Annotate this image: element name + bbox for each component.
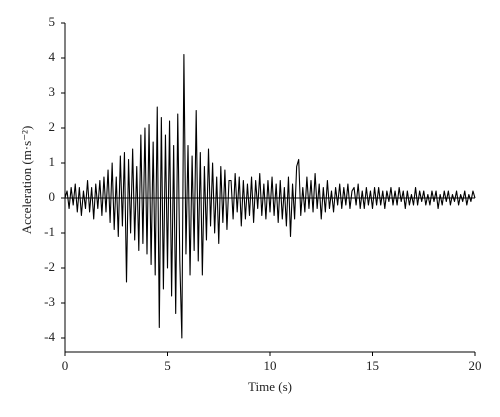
x-axis-label: Time (s): [248, 379, 292, 394]
y-tick-label: -3: [44, 294, 55, 309]
x-tick-label: 10: [264, 358, 277, 373]
y-tick-label: -4: [44, 329, 55, 344]
y-tick-label: 1: [49, 154, 56, 169]
y-tick-label: 0: [49, 189, 56, 204]
y-tick-label: 2: [49, 119, 56, 134]
y-tick-label: -1: [44, 224, 55, 239]
x-tick-label: 20: [469, 358, 482, 373]
y-tick-label: 3: [49, 84, 56, 99]
x-tick-label: 0: [62, 358, 69, 373]
x-tick-label: 5: [164, 358, 171, 373]
y-tick-label: -2: [44, 259, 55, 274]
y-tick-label: 5: [49, 14, 56, 29]
y-tick-label: 4: [49, 49, 56, 64]
y-axis-label: Acceleration (m·s⁻²): [19, 126, 34, 235]
x-tick-label: 15: [366, 358, 379, 373]
data-line: [64, 53, 476, 339]
